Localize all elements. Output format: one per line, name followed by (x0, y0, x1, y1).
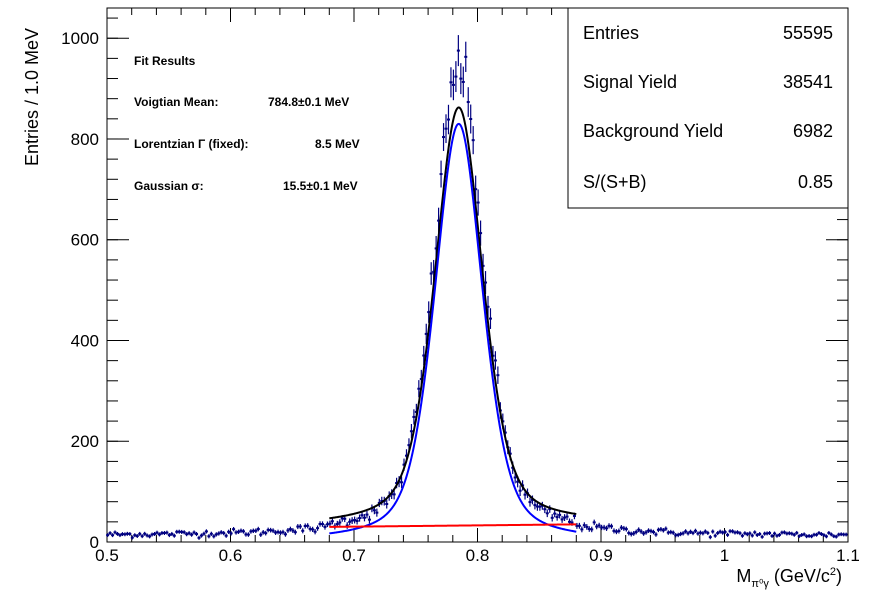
x-axis-title-main: M (736, 566, 751, 586)
fit-results-title: Fit Results (134, 54, 196, 68)
stats-entries-label: Entries (583, 23, 639, 43)
fit-gamma-value: 8.5 MeV (315, 137, 360, 151)
stats-box-border (567, 7, 849, 209)
stats-box: Entries 55595 Signal Yield 38541 Backgro… (567, 7, 849, 209)
background-fit-curve (329, 523, 577, 528)
x-axis-title-unit-sup: 2 (830, 566, 836, 578)
stats-background-label: Background Yield (583, 121, 723, 141)
x-axis-title-sub: π⁰γ (751, 578, 769, 590)
fit-mean-label: Voigtian Mean: (134, 95, 218, 109)
fit-mean-value: 784.8±0.1 MeV (268, 95, 349, 109)
stats-purity-value: 0.85 (798, 172, 833, 192)
x-tick-label: 1.1 (836, 546, 860, 565)
y-tick-label: 800 (71, 130, 99, 149)
fit-sigma-value: 15.5±0.1 MeV (283, 179, 358, 193)
stats-background-value: 6982 (793, 121, 833, 141)
signal-fit-curve (329, 122, 577, 535)
x-tick-label: 0.7 (342, 546, 366, 565)
y-tick-label: 1000 (61, 29, 99, 48)
y-tick-label: 200 (71, 432, 99, 451)
total-fit-curve (329, 106, 577, 520)
fit-results-panel: Fit Results Voigtian Mean: 784.8±0.1 MeV… (134, 54, 360, 193)
x-tick-label: 0.8 (466, 546, 490, 565)
stats-purity-label: S/(S+B) (583, 172, 647, 192)
stats-entries-value: 55595 (783, 23, 833, 43)
x-axis-title-unit: (GeV/c (769, 566, 830, 586)
x-tick-label: 0.6 (219, 546, 243, 565)
stats-signal-value: 38541 (783, 72, 833, 92)
x-axis-title: Mπ⁰γ (GeV/c2) (736, 566, 842, 590)
y-tick-label: 400 (71, 331, 99, 350)
y-axis-title: Entries / 1.0 MeV (22, 28, 42, 166)
fit-gamma-label: Lorentzian Γ (fixed): (134, 137, 249, 151)
y-tick-label: 600 (71, 231, 99, 250)
x-tick-label: 1 (720, 546, 729, 565)
fit-curves (329, 106, 577, 535)
y-tick-label: 0 (90, 533, 99, 552)
axis-ticks: 0.5 0.6 0.7 0.8 0.9 1 1.1 0 200 400 600 800 1000 (61, 8, 860, 565)
fit-sigma-label: Gaussian σ: (134, 179, 204, 193)
x-tick-label: 0.5 (95, 546, 119, 565)
x-tick-label: 0.9 (589, 546, 613, 565)
x-axis-title-unit-close: ) (836, 566, 842, 586)
stats-signal-label: Signal Yield (583, 72, 677, 92)
